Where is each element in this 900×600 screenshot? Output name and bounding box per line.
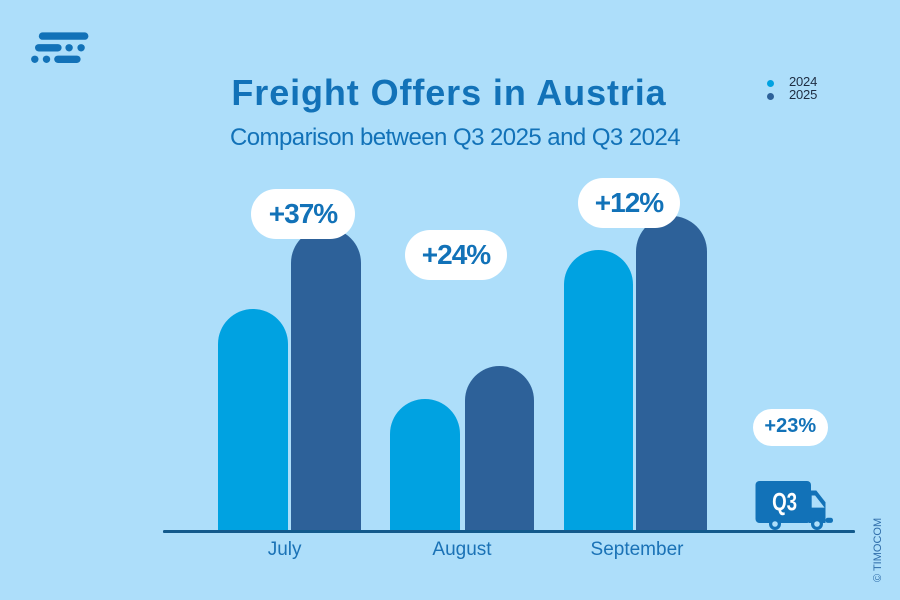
svg-text:Q3: Q3 <box>772 489 797 517</box>
